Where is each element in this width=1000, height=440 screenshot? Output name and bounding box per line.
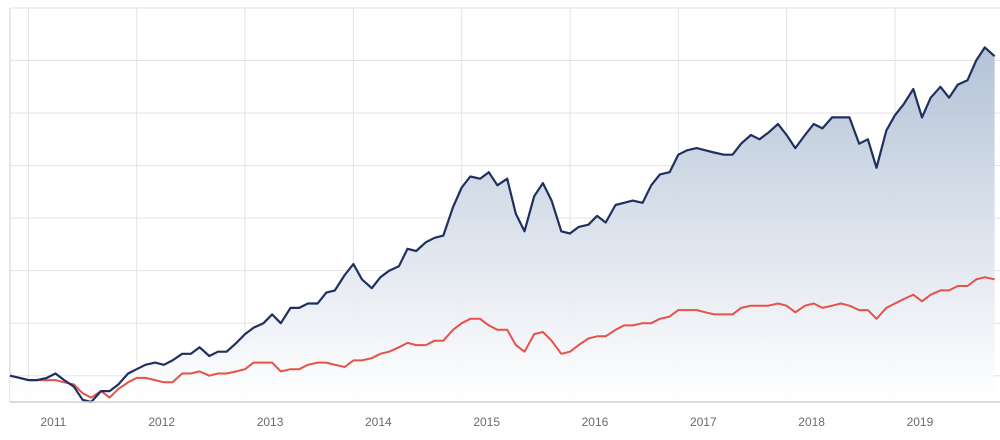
x-tick-label-2016: 2016 [582, 415, 609, 429]
x-tick-label-2011: 2011 [41, 415, 67, 429]
x-axis: 2011 2012 2013 2014 2015 2016 2017 2018 2019 [10, 401, 1000, 429]
series-area-layer [10, 47, 995, 403]
series-1-line [9, 46, 996, 404]
x-tick-label-2017: 2017 [690, 415, 717, 429]
x-tick-label-2012: 2012 [148, 415, 175, 429]
x-tick-label-2013: 2013 [257, 415, 284, 429]
x-tick-label-2019: 2019 [907, 415, 934, 429]
x-tick-label-2014: 2014 [365, 415, 392, 429]
series-1-area [10, 47, 995, 403]
x-tick-label-2018: 2018 [798, 415, 825, 429]
series-line-layer [9, 46, 996, 404]
series-2-line [9, 276, 995, 399]
x-tick-label-2015: 2015 [473, 415, 500, 429]
